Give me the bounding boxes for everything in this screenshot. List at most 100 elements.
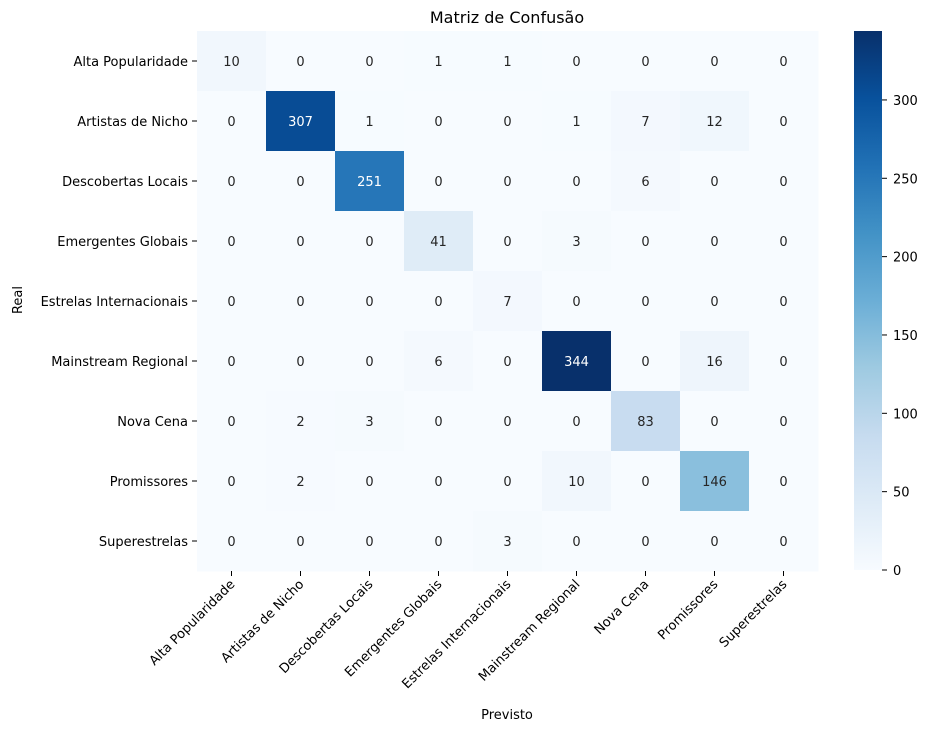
cell-value-label: 0 (641, 235, 649, 250)
cell-value-label: 0 (296, 175, 304, 190)
heatmap-cell (680, 31, 750, 92)
cell-value-label: 0 (434, 475, 442, 490)
heatmap-cell (266, 91, 336, 152)
heatmap-cell (404, 451, 474, 512)
cell-value-label: 2 (296, 475, 304, 490)
cell-value-label: 6 (434, 355, 442, 370)
heatmap-cell (197, 31, 267, 92)
colorbar-tick-label: 300 (893, 94, 918, 109)
heatmap-cell (266, 391, 336, 452)
heatmap-cell (197, 151, 267, 212)
cell-value-label: 0 (227, 295, 235, 310)
heatmap-cell (611, 211, 681, 272)
heatmap-cell (473, 31, 543, 92)
x-tick-label: Promissores (655, 577, 721, 643)
heatmap-cell (197, 451, 267, 512)
heatmap-cell (749, 151, 819, 212)
heatmap-cell (335, 451, 405, 512)
x-tick-label: Superestrelas (717, 577, 791, 651)
cell-value-label: 0 (641, 55, 649, 70)
y-tick-label: Promissores (110, 475, 188, 490)
cell-value-label: 0 (641, 535, 649, 550)
cell-value-label: 0 (779, 175, 787, 190)
heatmap-cell (542, 451, 612, 512)
cell-value-label: 0 (779, 535, 787, 550)
heatmap-cell (749, 391, 819, 452)
cell-value-label: 0 (365, 355, 373, 370)
cell-value-label: 0 (227, 475, 235, 490)
cell-value-label: 0 (227, 415, 235, 430)
x-axis-label: Previsto (481, 708, 533, 723)
heatmap-cell (611, 451, 681, 512)
cell-value-label: 7 (641, 115, 649, 130)
heatmap-cell (335, 511, 405, 572)
heatmap-cell (680, 331, 750, 392)
cell-value-label: 0 (296, 295, 304, 310)
cell-value-label: 0 (710, 415, 718, 430)
y-tick-label: Descobertas Locais (62, 175, 188, 190)
cell-value-label: 16 (706, 355, 723, 370)
cell-value-label: 1 (365, 115, 373, 130)
heatmap-cell (266, 451, 336, 512)
cell-value-label: 0 (503, 475, 511, 490)
cell-value-label: 0 (779, 355, 787, 370)
heatmap-cell (542, 391, 612, 452)
cell-value-label: 0 (296, 535, 304, 550)
heatmap-cell (335, 391, 405, 452)
cell-value-label: 0 (365, 55, 373, 70)
cell-value-label: 146 (702, 475, 727, 490)
cell-value-label: 0 (779, 55, 787, 70)
heatmap-cell (542, 511, 612, 572)
heatmap-cell (266, 271, 336, 332)
cell-value-label: 0 (779, 415, 787, 430)
cell-value-label: 0 (572, 535, 580, 550)
cell-value-label: 0 (641, 475, 649, 490)
cell-value-label: 0 (296, 55, 304, 70)
heatmap-cell (749, 511, 819, 572)
cell-value-label: 307 (288, 115, 313, 130)
cell-value-label: 0 (434, 295, 442, 310)
colorbar-ticks: 0 50 100 150 200 250 300 (882, 94, 918, 579)
cell-value-label: 0 (365, 295, 373, 310)
y-tick-label: Alta Popularidade (73, 55, 188, 70)
cell-value-label: 0 (779, 475, 787, 490)
y-tick-label: Emergentes Globais (57, 235, 188, 250)
heatmap-cells: 10 0 0 1 1 0 0 0 00 307 1 0 0 1 7 12 00 0 251 0 0 0 6 0 00 0 0 41 0 3… (197, 31, 819, 572)
y-tick-label: Mainstream Regional (51, 355, 188, 370)
heatmap-cell (749, 271, 819, 332)
colorbar-tick-label: 200 (893, 251, 918, 266)
cell-value-label: 3 (503, 535, 511, 550)
heatmap-cell (680, 151, 750, 212)
heatmap-cell (611, 91, 681, 152)
cell-value-label: 0 (365, 235, 373, 250)
cell-value-label: 0 (227, 355, 235, 370)
heatmap-cell (335, 151, 405, 212)
heatmap-cell (473, 391, 543, 452)
colorbar-tick-label: 150 (893, 329, 918, 344)
colorbar-tick-label: 50 (893, 486, 910, 501)
y-tick-label: Artistas de Nicho (77, 115, 188, 130)
cell-value-label: 83 (637, 415, 654, 430)
heatmap-cell (404, 331, 474, 392)
cell-value-label: 0 (710, 535, 718, 550)
heatmap-cell (680, 271, 750, 332)
cell-value-label: 0 (710, 175, 718, 190)
cell-value-label: 0 (503, 115, 511, 130)
heatmap-cell (542, 331, 612, 392)
cell-value-label: 0 (710, 295, 718, 310)
y-tick-labels: Alta Popularidade Artistas de Nicho Descob… (41, 55, 197, 550)
heatmap-cell (542, 31, 612, 92)
heatmap-cell (197, 391, 267, 452)
cell-value-label: 3 (572, 235, 580, 250)
heatmap-cell (611, 31, 681, 92)
chart-title: Matriz de Confusão (430, 8, 584, 27)
cell-value-label: 0 (227, 115, 235, 130)
cell-value-label: 1 (572, 115, 580, 130)
cell-value-label: 0 (572, 55, 580, 70)
cell-value-label: 0 (434, 115, 442, 130)
heatmap-cell (542, 211, 612, 272)
heatmap-cell (749, 31, 819, 92)
cell-value-label: 0 (503, 355, 511, 370)
cell-value-label: 3 (365, 415, 373, 430)
